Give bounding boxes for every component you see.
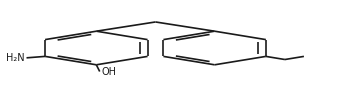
Text: OH: OH — [101, 67, 116, 77]
Text: H₂N: H₂N — [6, 53, 24, 63]
